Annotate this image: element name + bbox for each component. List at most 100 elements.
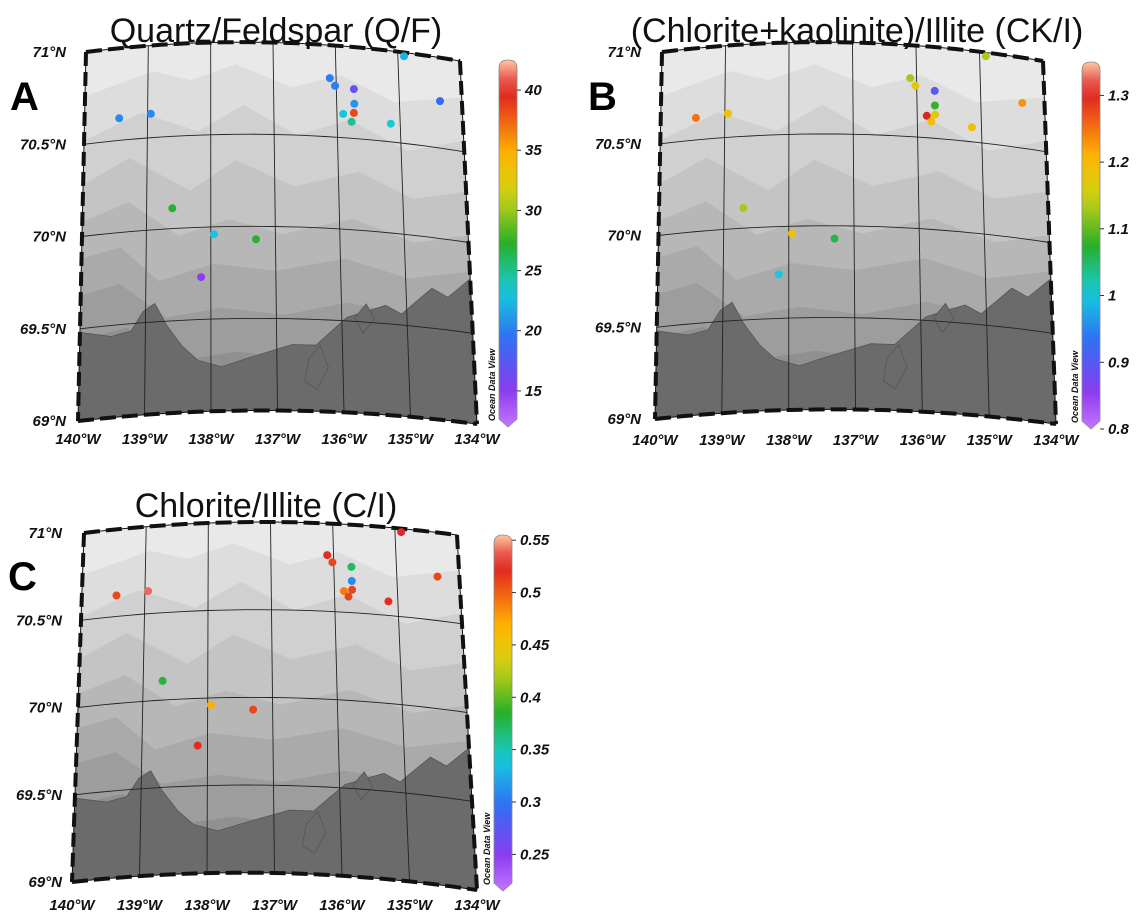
longitude-label: 139°W xyxy=(122,431,169,448)
station-marker xyxy=(739,204,748,212)
panel-letter: C xyxy=(8,555,37,599)
longitude-label: 138°W xyxy=(184,897,231,914)
station-marker xyxy=(774,270,783,279)
island xyxy=(354,303,375,334)
colorbar-tick-label: 1.3 xyxy=(1108,87,1130,104)
station-marker xyxy=(386,119,395,128)
longitude-label: 140°W xyxy=(49,897,96,914)
station-marker xyxy=(347,562,356,571)
latitude-label: 71°N xyxy=(607,44,642,61)
longitude-line xyxy=(915,45,923,412)
station-marker xyxy=(349,108,358,117)
station-marker xyxy=(339,109,348,118)
longitude-label: 135°W xyxy=(388,431,435,448)
station-marker xyxy=(724,109,732,118)
station-marker xyxy=(931,110,940,119)
colorbar-tick-label: 0.8 xyxy=(1108,421,1130,438)
station-marker xyxy=(349,85,358,94)
station-marker xyxy=(788,229,797,238)
station-marker xyxy=(436,97,444,106)
colorbar-tick-label: 1 xyxy=(1108,288,1116,305)
map-area xyxy=(655,42,1056,424)
longitude-label: 139°W xyxy=(117,897,164,914)
attribution-label: Ocean Data View xyxy=(482,812,492,885)
longitude-label: 136°W xyxy=(319,897,366,914)
station-marker xyxy=(158,676,167,685)
island xyxy=(933,302,955,334)
map-area xyxy=(78,42,477,424)
longitude-line xyxy=(272,42,278,411)
longitude-label: 134°W xyxy=(454,431,501,448)
station-marker xyxy=(344,592,353,601)
longitude-line xyxy=(397,51,411,417)
station-marker xyxy=(339,587,348,596)
longitude-label: 137°W xyxy=(833,432,880,449)
colorbar-tick-label: 0.4 xyxy=(520,689,542,706)
island xyxy=(304,344,329,390)
longitude-label: 140°W xyxy=(632,432,679,449)
station-marker xyxy=(927,117,936,126)
colorbar-tick-label: 1.1 xyxy=(1108,221,1129,238)
map-border-top xyxy=(85,40,461,63)
map-border-left xyxy=(70,532,86,883)
latitude-label: 70°N xyxy=(607,228,642,245)
colorbar-tick-label: 0.45 xyxy=(520,637,550,654)
latitude-label: 69°N xyxy=(32,413,67,430)
latitude-label: 69.5°N xyxy=(16,787,63,804)
station-marker xyxy=(981,52,990,61)
station-marker xyxy=(930,86,939,95)
longitude-label: 135°W xyxy=(387,897,434,914)
longitude-line xyxy=(332,523,343,876)
land-mass xyxy=(72,747,477,890)
longitude-line xyxy=(139,526,147,877)
colorbar xyxy=(1081,61,1101,430)
latitude-label: 71°N xyxy=(28,525,63,542)
colorbar xyxy=(498,59,518,428)
longitude-label: 136°W xyxy=(321,431,368,448)
colorbar-tick-label: 0.9 xyxy=(1108,354,1130,371)
longitude-label: 134°W xyxy=(454,897,501,914)
colorbar-tick-label: 15 xyxy=(525,383,542,400)
land-mass xyxy=(655,277,1056,424)
latitude-label: 69°N xyxy=(607,411,642,428)
map-border-bottom xyxy=(654,407,1057,426)
longitude-line xyxy=(144,45,149,415)
latitude-label: 70°N xyxy=(28,700,63,717)
land-mass xyxy=(78,277,477,424)
longitude-label: 138°W xyxy=(188,431,235,448)
island xyxy=(352,771,374,801)
panel-title: (Chlorite+kaolinite)/Illite (CK/I) xyxy=(631,12,1084,50)
longitude-line xyxy=(852,42,856,410)
longitude-line xyxy=(979,51,990,417)
longitude-label: 139°W xyxy=(699,432,746,449)
station-marker xyxy=(331,81,339,90)
latitude-label: 70.5°N xyxy=(595,136,642,153)
station-marker xyxy=(397,528,406,537)
station-marker xyxy=(967,123,976,132)
longitude-line xyxy=(206,522,209,874)
station-marker xyxy=(830,234,839,243)
station-marker xyxy=(384,597,393,606)
island xyxy=(301,810,327,854)
station-marker xyxy=(930,101,939,110)
longitude-label: 137°W xyxy=(255,431,302,448)
colorbar-tick-label: 0.5 xyxy=(520,585,542,602)
colorbar-tick-label: 0.55 xyxy=(520,532,550,549)
map-border-left xyxy=(653,51,664,420)
station-marker xyxy=(146,109,155,118)
station-marker xyxy=(112,591,121,600)
longitude-label: 134°W xyxy=(1033,432,1080,449)
island xyxy=(882,343,908,390)
station-marker xyxy=(210,230,219,239)
longitude-label: 140°W xyxy=(55,431,102,448)
longitude-label: 136°W xyxy=(900,432,947,449)
station-marker xyxy=(323,551,332,560)
station-marker xyxy=(350,99,359,108)
station-marker xyxy=(691,113,700,122)
colorbar-tick-label: 40 xyxy=(524,82,542,99)
latitude-label: 69.5°N xyxy=(595,319,642,336)
station-marker xyxy=(168,204,177,213)
longitude-label: 135°W xyxy=(967,432,1014,449)
